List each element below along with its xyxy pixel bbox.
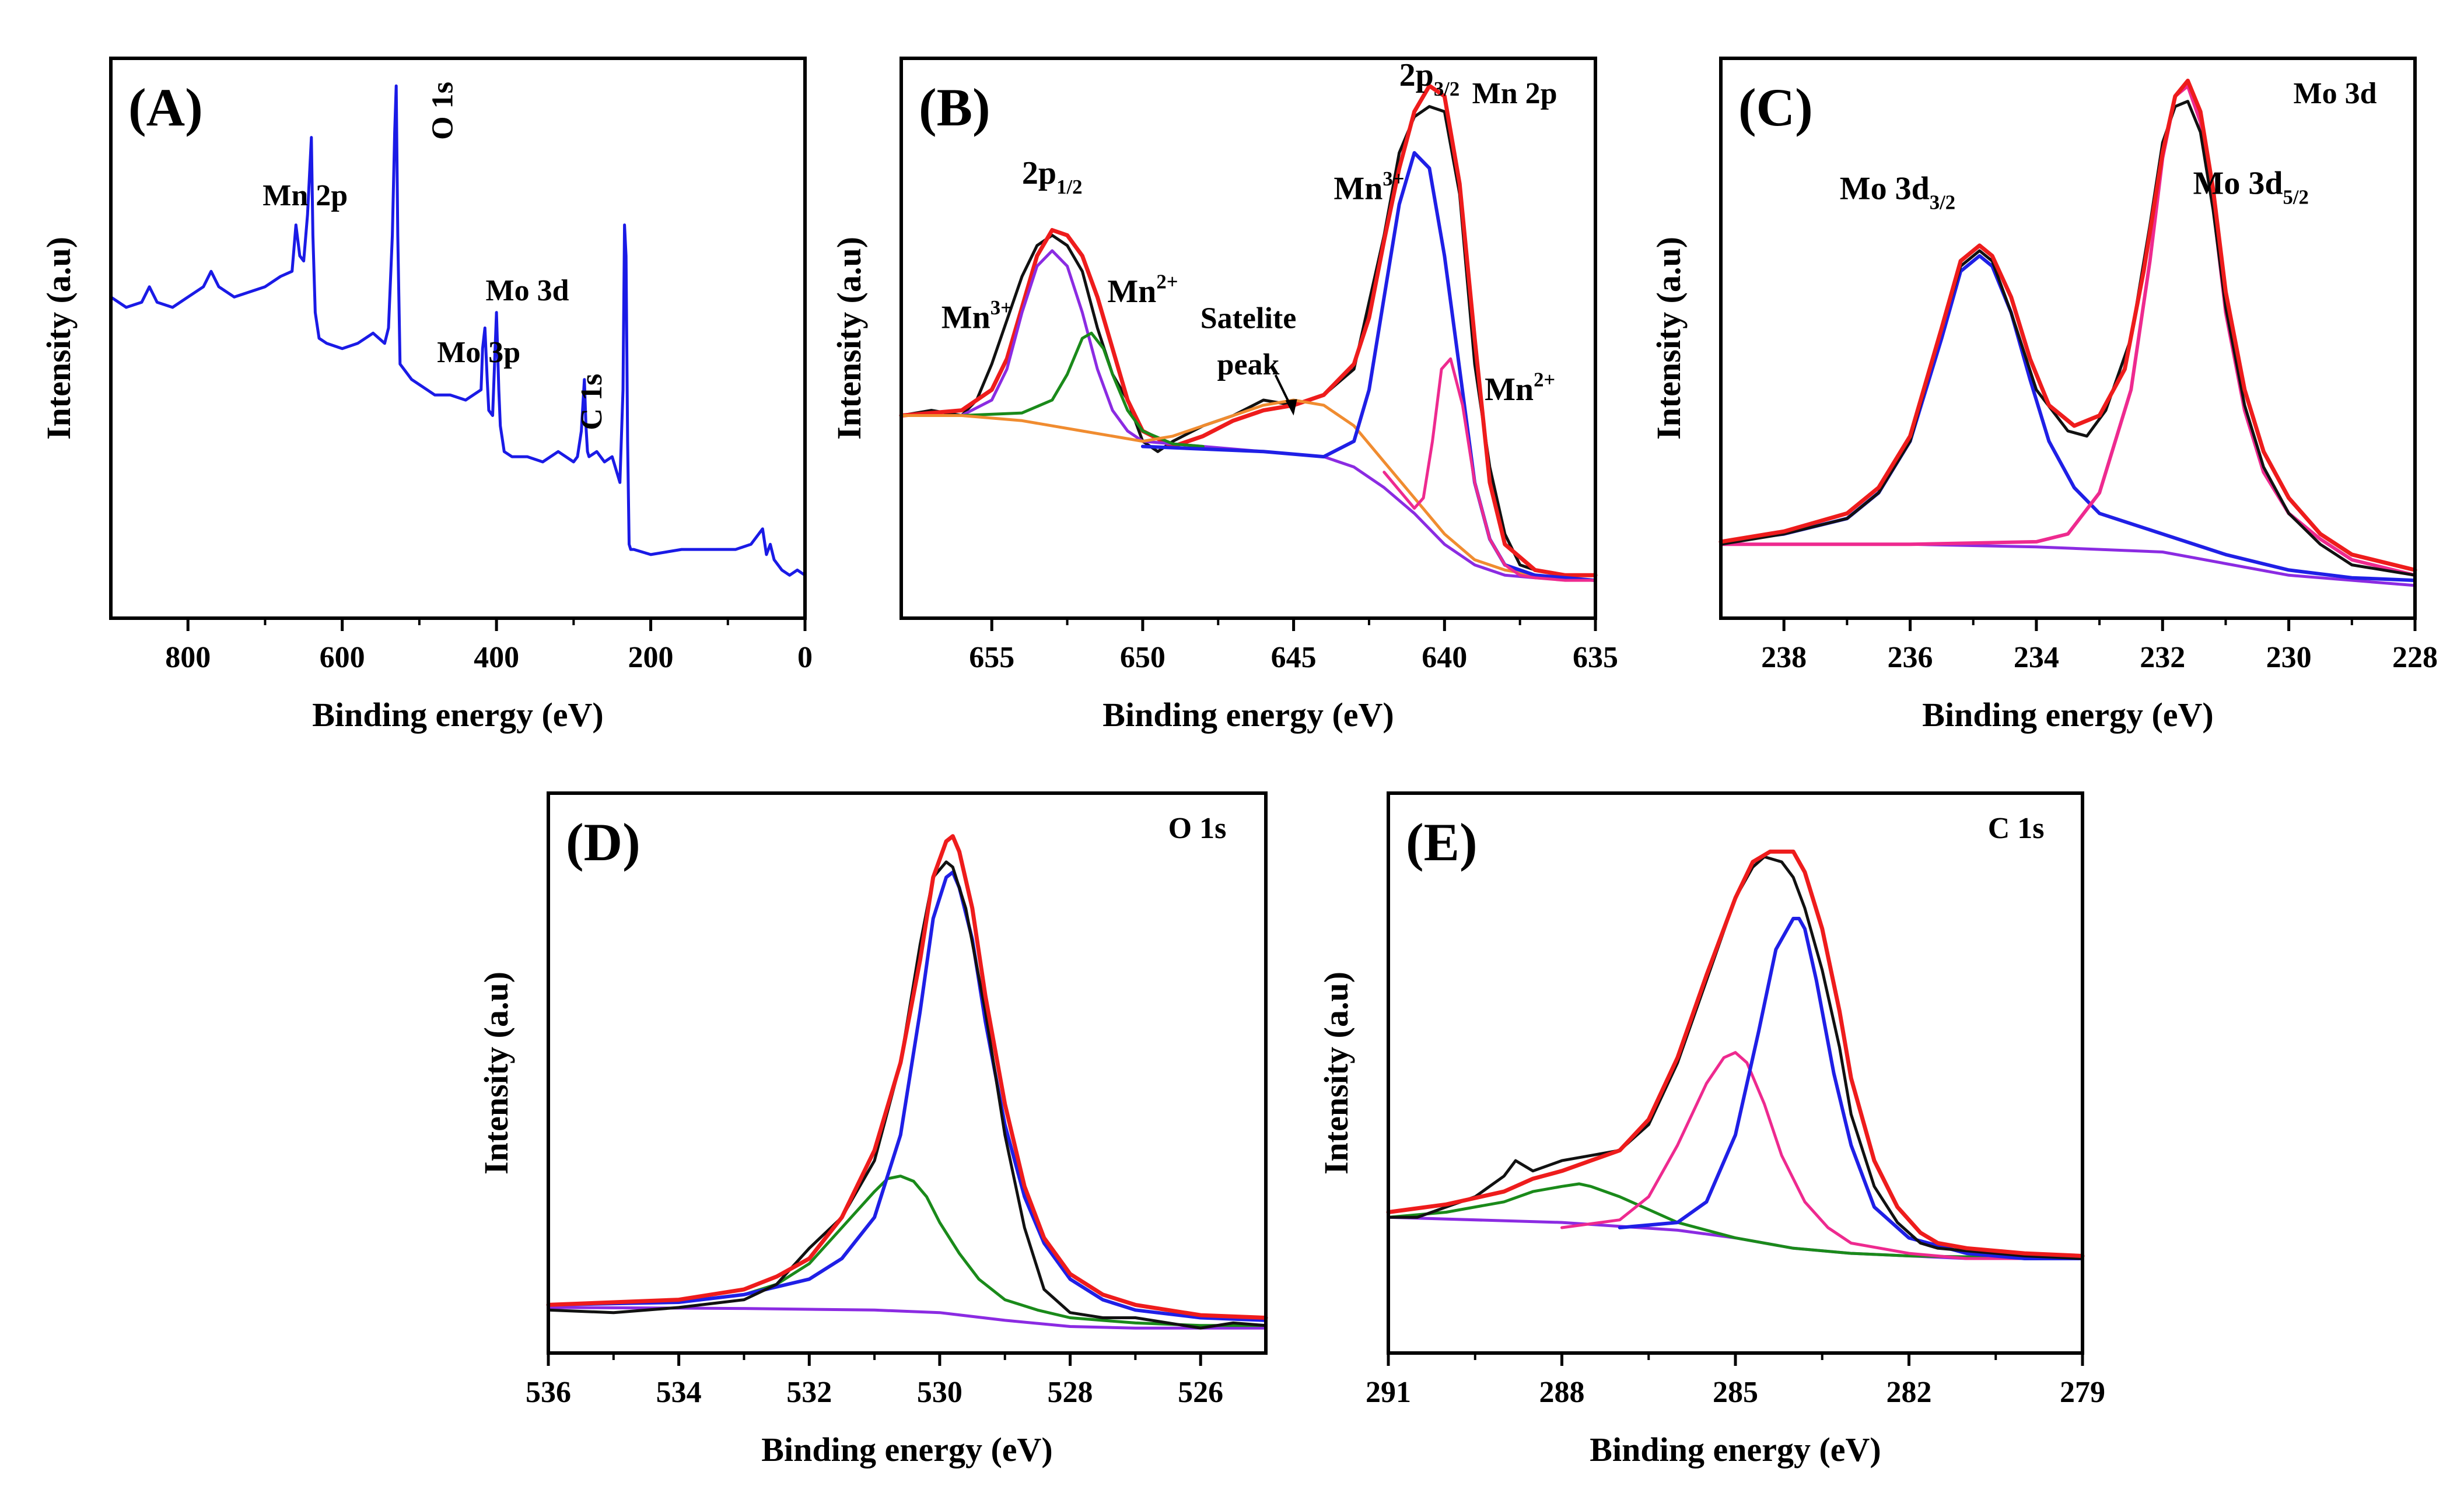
- x-tick-label: 400: [474, 641, 519, 674]
- annotation-blue: Mo 3d3/2: [1840, 171, 1955, 214]
- x-tick-label: 228: [2392, 641, 2438, 674]
- panel-label: (E): [1406, 812, 1478, 872]
- annotation: peak: [1217, 348, 1280, 381]
- series-mn3-2p1-2: [900, 249, 1597, 582]
- series-mn3-2p3-2: [1140, 151, 1597, 583]
- annotation-green: Mn2+: [1107, 271, 1178, 310]
- x-tick-label: 232: [2140, 641, 2185, 674]
- annotation-black: 2p1/2: [1022, 155, 1083, 198]
- x-tick-label: 288: [1539, 1376, 1585, 1409]
- series-mn2-2p1-2: [900, 331, 1205, 448]
- x-tick-label: 655: [969, 641, 1014, 674]
- panel-a: 800 600 400 200 0 Binding energy (eV) Intensit…: [40, 57, 813, 734]
- x-tick-label: 238: [1761, 641, 1807, 674]
- x-tick-label: 0: [797, 641, 813, 674]
- x-tick-label: 285: [1713, 1376, 1758, 1409]
- x-tick-label: 536: [526, 1376, 571, 1409]
- plot-frame: [1719, 57, 2417, 620]
- series-envelope: [899, 83, 1598, 577]
- panel-b: 655 650 645 640 635 Binding energy (eV) Intens…: [830, 57, 1618, 734]
- x-axis-label: Binding energy (eV): [1102, 696, 1394, 734]
- peak-label: Mo 3p: [437, 336, 520, 369]
- series-c-component-1: [1618, 917, 2084, 1260]
- series-c-component-2: [1560, 1051, 2084, 1260]
- x-tick-label: 282: [1887, 1376, 1932, 1409]
- x-tick-label: 528: [1048, 1376, 1093, 1409]
- series-background: [900, 398, 1597, 582]
- y-axis-label: Intensity (a.u): [40, 237, 78, 440]
- plot-frame: [109, 57, 807, 620]
- x-tick-label: 526: [1178, 1376, 1223, 1409]
- panel-title: Mo 3d: [2294, 77, 2377, 110]
- panel-title: O 1s: [1168, 812, 1227, 845]
- y-axis-label: Intensity (a.u): [1650, 237, 1688, 440]
- annotation-black: 2p3/2: [1399, 57, 1460, 100]
- series-raw: [1387, 855, 2084, 1260]
- series-mn2-2p3-2: [1382, 357, 1597, 582]
- x-tick-label: 600: [320, 641, 365, 674]
- y-axis-label: Intensity (a.u): [1317, 972, 1355, 1175]
- panel-d: 536 534 532 530 528 526 Binding energy (eV) Int…: [477, 791, 1268, 1469]
- x-tick-label: 640: [1422, 641, 1467, 674]
- x-axis-label: Binding energy (eV): [1922, 696, 2213, 734]
- y-axis-label: Intensity (a.u): [830, 237, 868, 440]
- plot-frame: [900, 57, 1597, 620]
- x-tick-label: 650: [1120, 641, 1166, 674]
- x-tick-label: 532: [786, 1376, 832, 1409]
- peak-label: Mo 3d: [486, 274, 569, 307]
- satellite-arrowhead: [1285, 399, 1297, 416]
- x-tick-label: 200: [628, 641, 674, 674]
- x-tick-label: 279: [2060, 1376, 2105, 1409]
- x-tick-label: 534: [656, 1376, 702, 1409]
- series-o-component-2: [547, 1175, 1268, 1327]
- x-tick-label: 530: [917, 1376, 963, 1409]
- panel-e: 291 288 285 282 279 Binding energy (eV) Intens…: [1317, 791, 2105, 1469]
- series-background: [547, 1306, 1268, 1330]
- x-tick-label: 236: [1888, 641, 1933, 674]
- series-survey: [109, 84, 807, 577]
- plot-frame: [547, 791, 1268, 1355]
- series-c-component-3: [1387, 1182, 2084, 1260]
- panel-label: (C): [1738, 78, 1813, 137]
- x-tick-label: 800: [165, 641, 211, 674]
- peak-label: Mn 2p: [262, 179, 348, 212]
- panel-label: (B): [919, 78, 991, 137]
- annotation-pink: Mn2+: [1485, 368, 1555, 408]
- annotation-blue: Mn3+: [1334, 167, 1404, 207]
- annotation-pink: Mo 3d5/2: [2193, 166, 2309, 209]
- series-envelope: [546, 834, 1268, 1320]
- panel-c: 238 236 234 232 230 228 Binding energy (eV) Int…: [1650, 57, 2438, 734]
- annotation-purple: Mn3+: [942, 296, 1012, 336]
- x-tick-label: 645: [1271, 641, 1317, 674]
- peak-label: O 1s: [426, 82, 459, 140]
- panel-title: Mn 2p: [1472, 77, 1558, 110]
- panel-label: (A): [128, 78, 203, 137]
- x-tick-label: 291: [1366, 1376, 1411, 1409]
- panels: 800 600 400 200 0 Binding energy (eV) Intensit…: [40, 57, 2438, 1469]
- x-tick-label: 635: [1573, 641, 1618, 674]
- x-tick-label: 230: [2266, 641, 2312, 674]
- panel-title: C 1s: [1988, 812, 2045, 845]
- peak-label: C 1s: [575, 374, 608, 430]
- annotation: Satelite: [1200, 302, 1297, 335]
- series-envelope: [1386, 849, 2085, 1258]
- x-axis-label: Binding energy (eV): [1590, 1431, 1881, 1469]
- x-axis-label: Binding energy (eV): [761, 1431, 1052, 1469]
- x-tick-label: 234: [2014, 641, 2059, 674]
- panel-label: (D): [566, 812, 640, 872]
- series-raw: [547, 860, 1268, 1330]
- y-axis-label: Intensity (a.u): [477, 972, 515, 1175]
- series-envelope: [1718, 78, 2417, 572]
- x-axis-label: Binding energy (eV): [312, 696, 603, 734]
